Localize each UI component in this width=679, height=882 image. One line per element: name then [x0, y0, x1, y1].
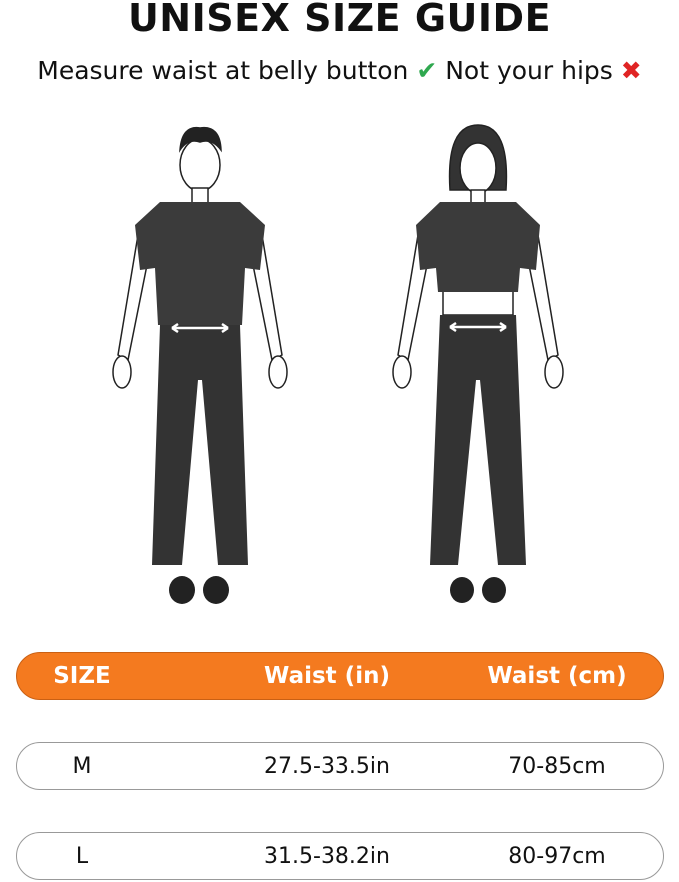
subtitle-text-2: Not your hips	[445, 56, 613, 85]
table-header: SIZE Waist (in) Waist (cm)	[16, 652, 664, 700]
header-waist-cm: Waist (cm)	[487, 663, 627, 689]
subtitle: Measure waist at belly button ✔ Not your…	[0, 56, 679, 85]
cross-icon: ✖	[620, 56, 642, 85]
size-cell: M	[72, 753, 92, 779]
page-title: UNISEX SIZE GUIDE	[127, 0, 552, 40]
size-cell: L	[75, 843, 89, 869]
check-icon: ✔	[416, 56, 438, 85]
waist-cm-cell: 70-85cm	[508, 753, 606, 779]
table-row: M 27.5-33.5in 70-85cm	[16, 742, 664, 790]
female-figure-illustration	[392, 124, 564, 603]
waist-cm-cell: 80-97cm	[508, 843, 606, 869]
header-size: SIZE	[53, 663, 111, 689]
header-waist-in: Waist (in)	[264, 663, 390, 689]
table-row: L 31.5-38.2in 80-97cm	[16, 832, 664, 880]
male-figure-illustration	[112, 126, 288, 604]
subtitle-text-1: Measure waist at belly button	[37, 56, 409, 85]
waist-in-cell: 27.5-33.5in	[264, 753, 390, 779]
waist-in-cell: 31.5-38.2in	[264, 843, 390, 869]
